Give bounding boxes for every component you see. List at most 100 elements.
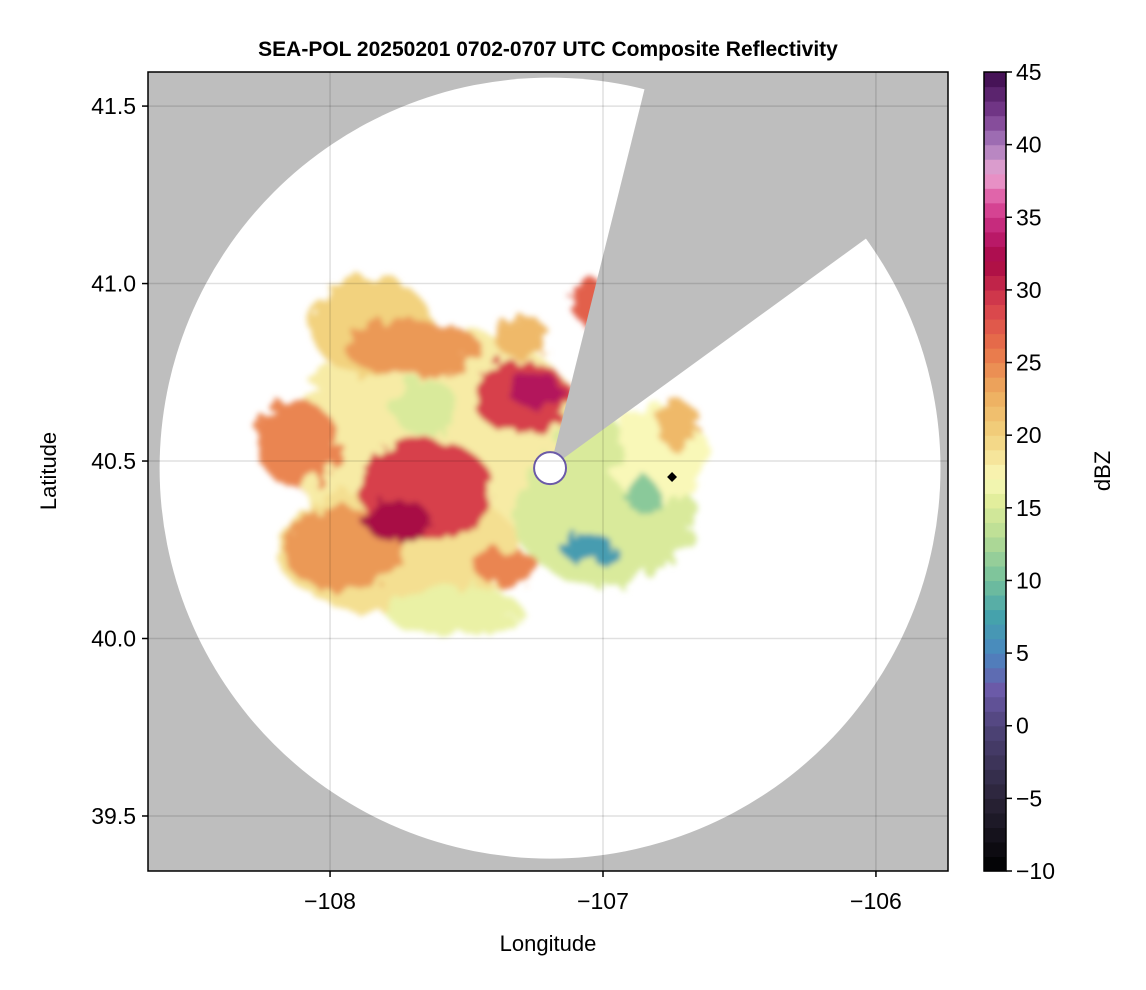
chart-title: SEA-POL 20250201 0702-0707 UTC Composite… bbox=[258, 38, 838, 61]
colorbar-bin bbox=[984, 173, 1006, 189]
colorbar-tick-label: 35 bbox=[1016, 204, 1042, 230]
colorbar-bin bbox=[984, 638, 1006, 654]
site-marker bbox=[667, 472, 678, 482]
colorbar-tick-label: 25 bbox=[1016, 350, 1042, 376]
colorbar-bin bbox=[984, 551, 1006, 567]
colorbar-bin bbox=[984, 594, 1006, 611]
colorbar-bin bbox=[984, 348, 1006, 364]
colorbar-bin bbox=[984, 493, 1006, 509]
echo-region bbox=[562, 535, 617, 564]
x-tick-label: −107 bbox=[577, 888, 629, 914]
colorbar-bin bbox=[984, 522, 1006, 538]
echo-region bbox=[256, 400, 339, 486]
echo-region bbox=[474, 549, 541, 586]
colorbar-tick-label: 0 bbox=[1016, 713, 1029, 739]
colorbar-bin bbox=[984, 377, 1006, 393]
colorbar-bin bbox=[984, 86, 1006, 102]
colorbar-bin bbox=[984, 841, 1006, 858]
colorbar-bin bbox=[984, 275, 1006, 291]
echo-region bbox=[392, 379, 459, 437]
grid-lines bbox=[148, 72, 948, 871]
echo-region bbox=[493, 315, 549, 359]
colorbar-bin bbox=[984, 304, 1006, 320]
colorbar-bin bbox=[984, 449, 1006, 465]
colorbar-bin bbox=[984, 188, 1006, 204]
colorbar-bin bbox=[984, 391, 1006, 407]
colorbar-bin bbox=[984, 115, 1006, 131]
y-tick-label: 39.5 bbox=[91, 803, 136, 829]
colorbar-tick-label: −10 bbox=[1016, 858, 1055, 884]
colorbar-bin bbox=[984, 798, 1006, 814]
colorbar-bin bbox=[984, 740, 1006, 756]
echo-region bbox=[343, 319, 481, 376]
reflectivity-echoes bbox=[256, 276, 707, 635]
colorbar-tick-label: 30 bbox=[1016, 277, 1042, 303]
plot-area bbox=[148, 72, 948, 871]
echo-region bbox=[365, 500, 432, 543]
echo-region bbox=[384, 585, 522, 635]
colorbar-bin bbox=[984, 536, 1006, 552]
axes: −108 −107 −106 39.5 40.0 40.5 41.0 41.5 bbox=[91, 93, 902, 914]
colorbar-bin bbox=[984, 812, 1006, 829]
colorbar-tick-label: 10 bbox=[1016, 567, 1042, 593]
x-tick-label: −108 bbox=[304, 888, 356, 914]
colorbar-bin bbox=[984, 144, 1006, 160]
y-tick-label: 40.5 bbox=[91, 448, 136, 474]
colorbar-tick-label: 40 bbox=[1016, 132, 1042, 158]
y-tick-label: 40.0 bbox=[91, 626, 136, 652]
colorbar-bin bbox=[984, 580, 1006, 596]
y-axis-label: Latitude bbox=[36, 432, 61, 510]
colorbar-bin bbox=[984, 711, 1006, 727]
colorbar-bin bbox=[984, 827, 1006, 843]
colorbar-bin bbox=[984, 609, 1006, 625]
x-axis-label: Longitude bbox=[500, 931, 597, 956]
colorbar-bin bbox=[984, 420, 1006, 436]
colorbar-bin bbox=[984, 362, 1006, 378]
colorbar-bin bbox=[984, 318, 1006, 335]
colorbar-bin bbox=[984, 783, 1006, 799]
colorbar-bin bbox=[984, 682, 1006, 698]
colorbar: −10 −5 0 5 10 15 20 25 30 35 40 45 bbox=[983, 59, 1055, 884]
echo-region bbox=[507, 372, 563, 408]
colorbar-bin bbox=[984, 478, 1006, 494]
colorbar-bin bbox=[984, 246, 1006, 262]
colorbar-bin bbox=[984, 202, 1006, 218]
y-tick-label: 41.0 bbox=[91, 271, 136, 297]
colorbar-tick-label: 5 bbox=[1016, 640, 1029, 666]
y-tick-label: 41.5 bbox=[91, 93, 136, 119]
colorbar-bin bbox=[984, 653, 1006, 669]
colorbar-bin bbox=[984, 725, 1006, 741]
colorbar-tick-label: 15 bbox=[1016, 495, 1042, 521]
colorbar-tick-label: −5 bbox=[1016, 785, 1042, 811]
x-tick-label: −106 bbox=[850, 888, 902, 914]
colorbar-bin bbox=[984, 260, 1006, 276]
colorbar-bin bbox=[984, 72, 1006, 88]
blocked-sector bbox=[550, 72, 948, 469]
colorbar-bin bbox=[984, 159, 1006, 175]
colorbar-bin bbox=[984, 464, 1006, 480]
colorbar-bin bbox=[984, 696, 1006, 712]
colorbar-bin bbox=[984, 667, 1006, 683]
plot-frame bbox=[147, 71, 949, 872]
colorbar-tick-label: 20 bbox=[1016, 422, 1042, 448]
colorbar-bin bbox=[984, 231, 1006, 247]
colorbar-bin bbox=[984, 130, 1006, 146]
echo-region bbox=[657, 400, 702, 451]
colorbar-bin bbox=[984, 435, 1006, 451]
echo-region bbox=[627, 478, 661, 515]
colorbar-bin bbox=[984, 565, 1006, 582]
colorbar-label: dBZ bbox=[1090, 451, 1115, 491]
colorbar-bin bbox=[984, 769, 1006, 785]
colorbar-bin bbox=[984, 289, 1006, 306]
colorbar-bin bbox=[984, 754, 1006, 770]
colorbar-frame bbox=[983, 71, 1007, 872]
colorbar-tick-label: 45 bbox=[1016, 59, 1042, 85]
colorbar-bin bbox=[984, 217, 1006, 233]
colorbar-bin bbox=[984, 624, 1006, 640]
colorbar-bin bbox=[984, 406, 1006, 422]
colorbar-bin bbox=[984, 856, 1006, 872]
colorbar-bin bbox=[984, 507, 1006, 523]
colorbar-bin bbox=[984, 333, 1006, 349]
colorbar-bin bbox=[984, 101, 1006, 117]
